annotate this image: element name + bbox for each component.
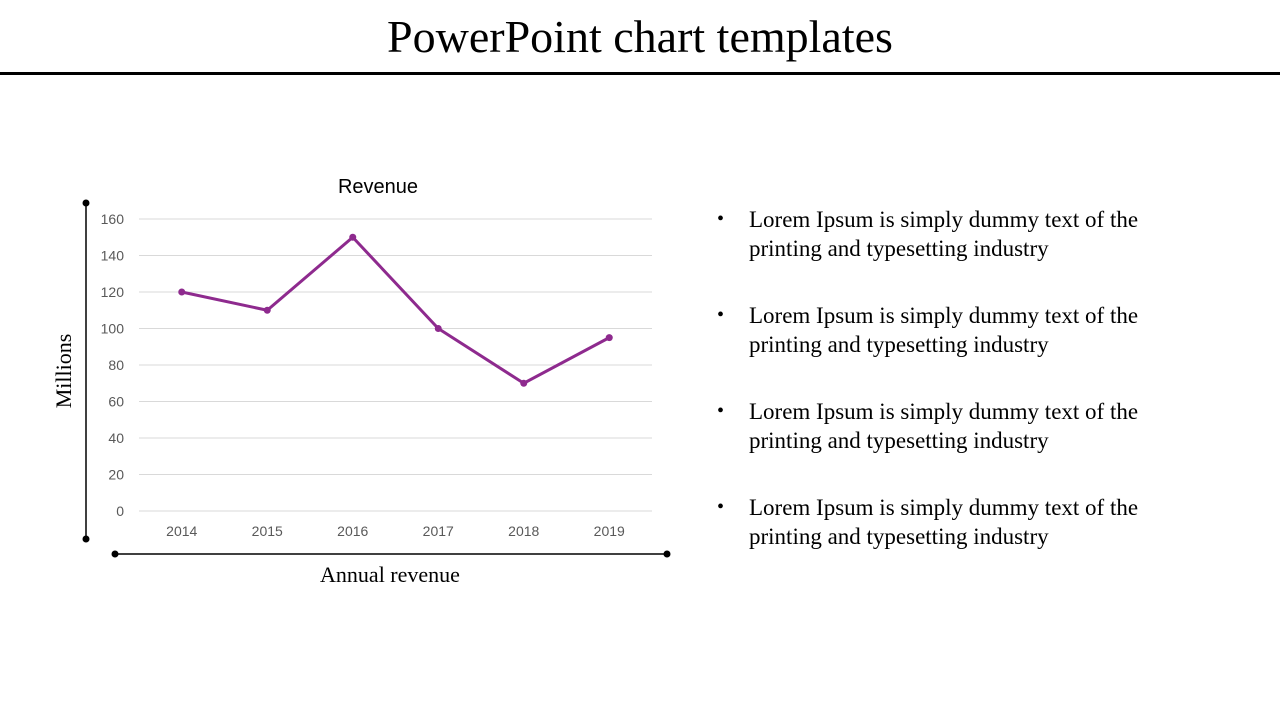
x-tick-label: 2017 xyxy=(423,523,454,539)
series-line xyxy=(180,235,611,385)
x-tick-label: 2015 xyxy=(252,523,283,539)
bullet-marker: • xyxy=(717,208,725,230)
bullet-item: • Lorem Ipsum is simply dummy text of the… xyxy=(712,493,1182,551)
x-tick-label: 2014 xyxy=(166,523,197,539)
bullet-item: • Lorem Ipsum is simply dummy text of the… xyxy=(712,397,1182,455)
y-tick-label: 100 xyxy=(101,321,125,337)
bullet-marker: • xyxy=(717,496,725,518)
bullet-text: Lorem Ipsum is simply dummy text of the … xyxy=(749,399,1139,453)
data-point xyxy=(178,288,186,296)
gridlines xyxy=(139,218,652,512)
y-tick-label: 140 xyxy=(101,248,125,264)
y-tick-label: 40 xyxy=(108,430,124,446)
slide-title: PowerPoint chart templates xyxy=(387,11,893,62)
y-tick-label: 60 xyxy=(108,394,124,410)
bullet-marker: • xyxy=(717,400,725,422)
y-axis-label: Millions xyxy=(51,334,76,409)
bullet-marker: • xyxy=(717,304,725,326)
data-point xyxy=(349,233,357,241)
bullet-text: Lorem Ipsum is simply dummy text of the … xyxy=(749,207,1139,261)
y-tick-labels: 0 20 40 60 80 100 120 140 160 xyxy=(101,211,125,519)
x-axis-bracket-dot-right xyxy=(663,550,671,558)
y-tick-label: 120 xyxy=(101,284,125,300)
data-point xyxy=(434,325,442,332)
title-divider xyxy=(0,72,1280,75)
y-tick-label: 80 xyxy=(108,357,124,373)
data-point xyxy=(263,306,271,314)
y-tick-label: 0 xyxy=(116,503,124,519)
x-tick-label: 2016 xyxy=(337,523,368,539)
data-point xyxy=(605,334,613,342)
series-line-layer xyxy=(180,235,611,385)
x-tick-label: 2018 xyxy=(508,523,539,539)
y-axis-bracket-dot-top xyxy=(82,199,90,207)
data-points xyxy=(178,233,613,387)
x-axis-label: Annual revenue xyxy=(320,562,460,587)
data-point xyxy=(520,379,528,387)
chart-title: Revenue xyxy=(338,176,418,198)
bullet-item: • Lorem Ipsum is simply dummy text of the… xyxy=(712,301,1182,359)
bullet-list: • Lorem Ipsum is simply dummy text of the… xyxy=(712,205,1182,589)
x-tick-label: 2019 xyxy=(594,523,625,539)
x-tick-labels: 2014 2015 2016 2017 2018 2019 xyxy=(166,523,625,539)
bullet-item: • Lorem Ipsum is simply dummy text of the… xyxy=(712,205,1182,263)
bullet-text: Lorem Ipsum is simply dummy text of the … xyxy=(749,303,1139,357)
y-tick-label: 20 xyxy=(108,467,124,483)
bullet-text: Lorem Ipsum is simply dummy text of the … xyxy=(749,495,1139,549)
y-axis-bracket-dot-bottom xyxy=(82,535,90,543)
y-tick-label: 160 xyxy=(101,211,125,227)
x-axis-bracket-dot-left xyxy=(111,550,119,558)
